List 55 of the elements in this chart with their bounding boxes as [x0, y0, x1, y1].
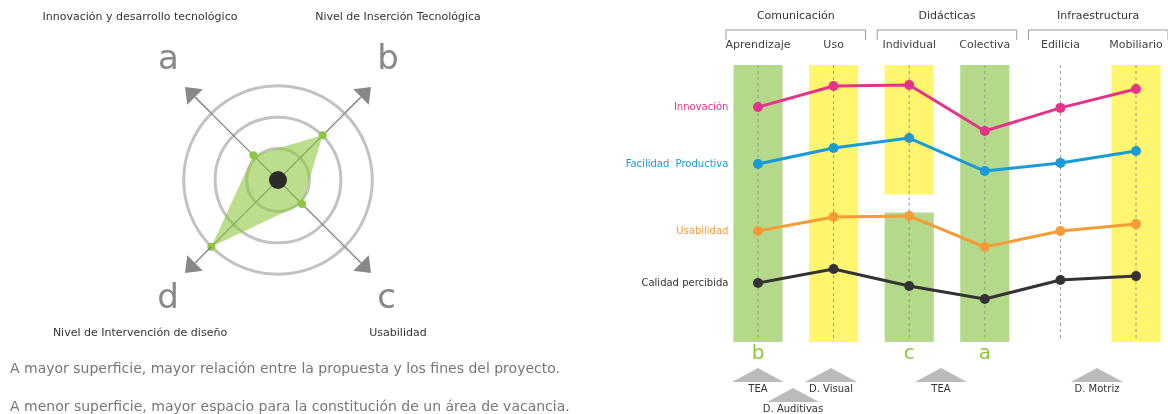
point	[904, 210, 915, 221]
point	[1055, 225, 1066, 236]
text: Nivel de Intervención de diseño	[52, 326, 228, 339]
point	[753, 277, 763, 288]
text: TEA	[748, 383, 768, 394]
point	[979, 126, 990, 137]
spoke-label: a	[157, 37, 179, 78]
text: Innovación y desarrollo tecnológico	[42, 10, 238, 23]
text: TEA	[931, 383, 951, 394]
point	[1131, 219, 1141, 230]
x-tick-label: Colectiva	[959, 37, 1011, 51]
text: Infraestructura	[1057, 8, 1140, 22]
text: D. Auditivas	[762, 403, 824, 414]
spoke-label: d	[157, 276, 179, 317]
point	[979, 242, 990, 252]
point	[904, 280, 915, 291]
text: D. Motriz	[1074, 383, 1120, 394]
text: Usabilidad	[369, 326, 427, 339]
point	[753, 225, 763, 236]
point	[904, 80, 915, 90]
x-tick-label: Aprendizaje	[725, 37, 791, 51]
x-tick-label: Mobiliario	[1109, 37, 1163, 51]
text: Nivel de Inserción Tecnológica	[315, 10, 481, 23]
point	[1131, 271, 1141, 282]
spoke-label: c	[377, 276, 396, 317]
text: Innovación	[673, 100, 729, 112]
point	[1131, 84, 1141, 95]
point	[753, 102, 763, 113]
band-label: c	[903, 340, 915, 365]
band-label: a	[978, 340, 991, 365]
x-tick-label: Uso	[823, 37, 845, 51]
text: Comunicación	[756, 8, 835, 22]
point	[828, 81, 839, 92]
point	[1131, 145, 1141, 156]
text: Calidad percibida	[641, 276, 729, 288]
text: Facilidad Productiva	[625, 157, 729, 169]
point	[1055, 274, 1066, 285]
point	[828, 212, 839, 223]
point	[828, 264, 839, 275]
point	[979, 294, 990, 304]
x-tick-label: Edilicia	[1040, 37, 1080, 51]
band-label: b	[751, 340, 765, 365]
text: Usabilidad	[676, 224, 729, 236]
text: Didácticas	[918, 8, 976, 22]
point	[904, 133, 915, 144]
point	[1055, 102, 1066, 113]
point	[979, 166, 990, 177]
spoke-label: b	[377, 37, 399, 78]
point	[1055, 157, 1066, 168]
text: A menor superficie, mayor espacio para la constitución de un área de vacancia.	[10, 398, 570, 414]
point	[753, 158, 763, 169]
point	[828, 142, 839, 153]
x-tick-label: Individual	[882, 37, 936, 51]
text: D. Visual	[809, 383, 853, 394]
text: A mayor superficie, mayor relación entre la propuesta y los fines del proyecto.	[10, 360, 560, 376]
